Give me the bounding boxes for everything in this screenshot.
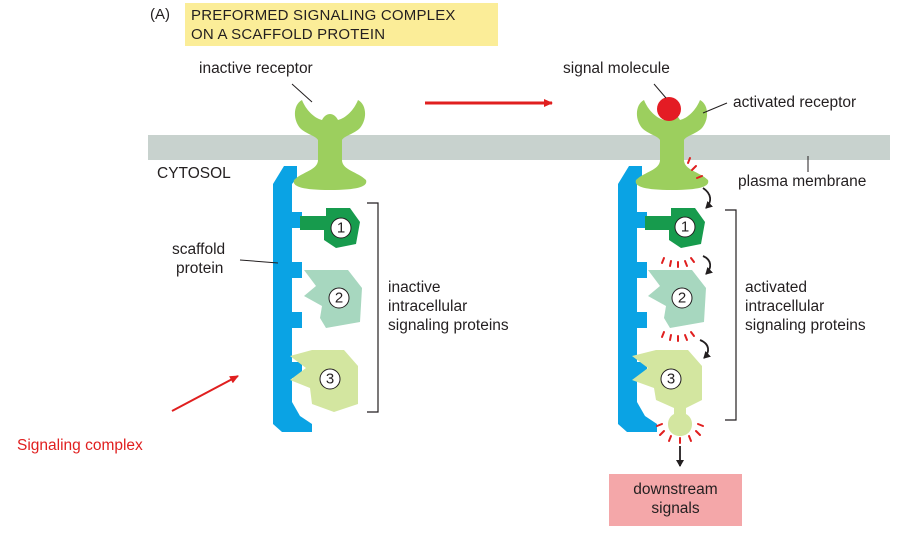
label-cytosol: CYTOSOL xyxy=(157,165,231,182)
label-inactive-group-line-1: inactive xyxy=(388,279,441,296)
signaling-complex-arrow xyxy=(171,375,239,412)
protein-3-number-active: 3 xyxy=(667,371,675,388)
panel-title-line-1: PREFORMED SIGNALING COMPLEX xyxy=(191,7,456,24)
label-inactive-group-line-2: intracellular xyxy=(388,298,468,315)
label-signaling-complex: Signaling complex xyxy=(17,437,143,454)
label-activated-group-line-3: signaling proteins xyxy=(745,317,866,334)
panel-letter: (A) xyxy=(150,6,170,23)
signaling-protein-3-inactive: 3 xyxy=(290,350,358,412)
downstream-signals-box: downstream signals xyxy=(609,474,742,526)
label-activated-group-line-1: activated xyxy=(745,279,808,296)
panel-title-box: PREFORMED SIGNALING COMPLEX ON A SCAFFOL… xyxy=(185,3,498,46)
label-activated-receptor: activated receptor xyxy=(733,94,857,111)
protein-3-number: 3 xyxy=(326,371,334,388)
activation-glow xyxy=(656,157,704,444)
signaling-protein-2-active: 2 xyxy=(648,270,706,328)
leader-signal-molecule xyxy=(653,83,667,99)
label-signal-molecule: signal molecule xyxy=(563,60,670,77)
plasma-membrane xyxy=(148,135,890,160)
label-scaffold-line-2: protein xyxy=(176,260,224,277)
activated-receptor xyxy=(635,100,709,190)
inactive-receptor xyxy=(293,100,367,190)
leader-activated-receptor xyxy=(702,102,728,114)
label-activated-group-line-2: intracellular xyxy=(745,298,825,315)
bracket-inactive xyxy=(367,202,379,413)
protein-2-number: 2 xyxy=(335,290,343,307)
protein-2-number-active: 2 xyxy=(678,290,686,307)
activation-arrows xyxy=(699,187,714,359)
leader-inactive-receptor xyxy=(291,83,313,103)
signal-molecule xyxy=(657,97,681,121)
label-plasma-membrane: plasma membrane xyxy=(738,173,867,190)
scaffold-protein-left xyxy=(273,166,312,432)
protein-1-number: 1 xyxy=(337,220,345,237)
signaling-protein-2-inactive: 2 xyxy=(304,270,362,328)
signaling-protein-1-inactive: 1 xyxy=(300,208,360,248)
signaling-protein-1-active: 1 xyxy=(645,208,705,248)
signaling-protein-3-active: 3 xyxy=(632,350,702,436)
panel-title-line-2: ON A SCAFFOLD PROTEIN xyxy=(191,26,386,43)
label-scaffold-line-1: scaffold xyxy=(172,241,226,258)
label-inactive-group-line-3: signaling proteins xyxy=(388,317,509,334)
scaffold-protein-right xyxy=(618,166,657,432)
downstream-line-1: downstream xyxy=(633,481,718,498)
leader-scaffold xyxy=(239,259,279,264)
label-inactive-receptor: inactive receptor xyxy=(199,60,313,77)
protein-1-number-active: 1 xyxy=(681,219,689,236)
bracket-activated xyxy=(725,209,737,421)
downstream-line-2: signals xyxy=(651,500,700,517)
